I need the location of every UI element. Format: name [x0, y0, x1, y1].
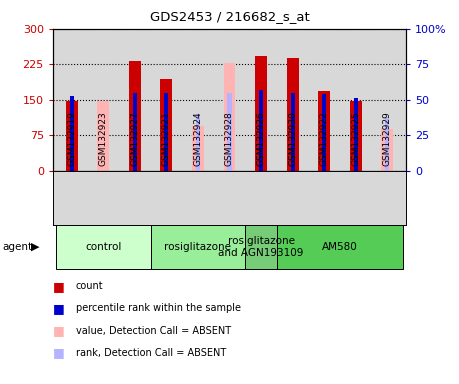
Text: ■: ■	[53, 346, 65, 359]
Bar	[133, 93, 137, 171]
Text: GDS2453 / 216682_s_at: GDS2453 / 216682_s_at	[150, 10, 309, 23]
Bar	[192, 126, 204, 171]
Bar	[291, 93, 295, 171]
FancyBboxPatch shape	[56, 225, 151, 269]
Bar	[164, 93, 168, 171]
Bar	[354, 98, 358, 171]
Bar	[385, 117, 389, 171]
Text: percentile rank within the sample: percentile rank within the sample	[76, 303, 241, 313]
Text: control: control	[85, 242, 122, 252]
Bar	[196, 114, 200, 171]
Bar	[286, 58, 299, 171]
Bar	[350, 101, 362, 171]
Text: rosiglitazone
and AGN193109: rosiglitazone and AGN193109	[218, 236, 304, 258]
Bar	[259, 90, 263, 171]
Text: AM580: AM580	[322, 242, 358, 252]
Text: value, Detection Call = ABSENT: value, Detection Call = ABSENT	[76, 326, 231, 336]
Bar	[70, 96, 74, 171]
Bar	[322, 94, 326, 171]
Text: rank, Detection Call = ABSENT: rank, Detection Call = ABSENT	[76, 348, 226, 358]
Text: ■: ■	[53, 302, 65, 315]
Bar	[129, 61, 141, 171]
FancyBboxPatch shape	[151, 225, 245, 269]
Text: count: count	[76, 281, 103, 291]
Bar	[97, 101, 109, 171]
Text: ■: ■	[53, 280, 65, 293]
FancyBboxPatch shape	[277, 225, 403, 269]
Text: ■: ■	[53, 324, 65, 337]
Bar	[381, 129, 393, 171]
Bar	[228, 93, 231, 171]
Bar	[160, 78, 173, 171]
Bar	[318, 91, 330, 171]
Bar	[224, 63, 235, 171]
Text: agent: agent	[2, 242, 33, 252]
Text: rosiglitazone: rosiglitazone	[164, 242, 231, 252]
Bar	[66, 101, 78, 171]
FancyBboxPatch shape	[245, 225, 277, 269]
Bar	[255, 56, 267, 171]
Text: ▶: ▶	[31, 242, 40, 252]
